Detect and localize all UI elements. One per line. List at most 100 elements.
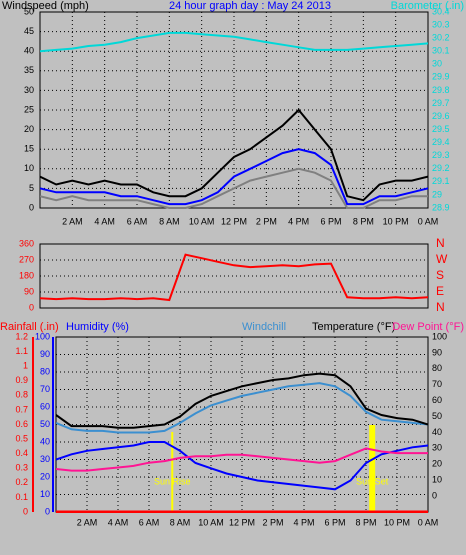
y3-tick-label: 0.3	[15, 463, 28, 473]
x-tick-label: 6 PM	[320, 216, 341, 226]
y-tick-label: 60	[40, 401, 50, 411]
y2-tick-label: 40	[432, 427, 442, 437]
y3-tick-label: 0.5	[15, 433, 28, 443]
y-tick-label: 5	[29, 183, 34, 193]
x-tick-label: 4 PM	[293, 517, 314, 527]
y-tick-label: 30	[40, 454, 50, 464]
y2-tick-label: 70	[432, 379, 442, 389]
x-tick-label: 2 PM	[256, 216, 277, 226]
x-tick-label: 10 PM	[384, 517, 410, 527]
y3-tick-label: 0.4	[15, 448, 28, 458]
y2-tick-label: 29.1	[432, 176, 450, 186]
y2-axis-label: Barometer (.in)	[391, 0, 464, 12]
y-tick-label: 90	[40, 349, 50, 359]
y-tick-label: 0	[29, 302, 34, 312]
y-tick-label: 100	[35, 331, 50, 341]
sun-marker	[171, 432, 174, 512]
series-line	[56, 372, 428, 429]
y-tick-label: 45	[24, 26, 34, 36]
y-tick-label: 25	[24, 104, 34, 114]
chart-title: 24 hour graph day : May 24 2013	[169, 0, 331, 12]
y3-tick-label: 0.6	[15, 419, 28, 429]
x-tick-label: 10 AM	[189, 216, 215, 226]
y2-tick-label: W	[436, 252, 448, 266]
y3-tick-label: 0.9	[15, 375, 28, 385]
x-tick-label: 10 AM	[198, 517, 224, 527]
y3-tick-label: 1.2	[15, 331, 28, 341]
y2-tick-label: 30.3	[432, 19, 450, 29]
y2-tick-label: 30.4	[432, 6, 450, 16]
y2-tick-label: 0	[432, 490, 437, 500]
y2-tick-label: 30.2	[432, 33, 450, 43]
x-tick-label: 6 AM	[127, 216, 148, 226]
series-line	[56, 441, 428, 491]
y2-tick-label: 29.9	[432, 72, 450, 82]
x-tick-label: 10 PM	[383, 216, 409, 226]
x-tick-label: 4 PM	[288, 216, 309, 226]
annotation: Sun Rise	[154, 476, 191, 486]
y-tick-label: 40	[40, 436, 50, 446]
y2-tick-label: 10	[432, 475, 442, 485]
y-tick-label: 40	[24, 46, 34, 56]
y-tick-label: 30	[24, 85, 34, 95]
y2-tick-label: 80	[432, 363, 442, 373]
series-line	[40, 108, 428, 202]
y-axis-label: Windspeed (mph)	[2, 0, 89, 12]
x-tick-label: 8 AM	[159, 216, 180, 226]
x-tick-label: 0 AM	[418, 216, 439, 226]
y-tick-label: 0	[29, 202, 34, 212]
series-label: Windchill	[242, 321, 286, 333]
series-label: Temperature (°F)	[312, 321, 395, 333]
series-label: Dew Point (°F)	[392, 321, 464, 333]
sun-marker	[369, 425, 376, 512]
x-tick-label: 4 AM	[108, 517, 129, 527]
y-tick-label: 10	[40, 489, 50, 499]
y3-tick-label: 0.1	[15, 492, 28, 502]
y2-tick-label: 29.2	[432, 163, 450, 173]
series-label: Humidity (%)	[66, 321, 129, 333]
y2-tick-label: E	[436, 284, 444, 298]
x-tick-label: 2 AM	[62, 216, 83, 226]
y-tick-label: 20	[24, 124, 34, 134]
series-line	[40, 167, 428, 209]
y3-tick-label: 0.8	[15, 390, 28, 400]
y-tick-label: 15	[24, 144, 34, 154]
x-tick-label: 0 AM	[418, 517, 439, 527]
y-tick-label: 35	[24, 65, 34, 75]
y3-tick-label: 0	[23, 506, 28, 516]
x-tick-label: 12 PM	[221, 216, 247, 226]
series-label: Rainfall (.in)	[0, 321, 59, 333]
y-tick-label: 0	[45, 506, 50, 516]
y2-tick-label: N	[436, 300, 445, 314]
y2-tick-label: 29	[432, 189, 442, 199]
y-tick-label: 10	[24, 163, 34, 173]
y2-tick-label: N	[436, 236, 445, 250]
y2-tick-label: 100	[432, 331, 447, 341]
y3-tick-label: 0.7	[15, 404, 28, 414]
series-line	[40, 148, 428, 206]
y2-tick-label: 29.7	[432, 98, 450, 108]
x-tick-label: 2 PM	[262, 517, 283, 527]
x-tick-label: 12 PM	[229, 517, 255, 527]
y-tick-label: 20	[40, 471, 50, 481]
y3-tick-label: 1	[23, 361, 28, 371]
y-tick-label: 80	[40, 366, 50, 376]
y2-tick-label: 29.4	[432, 137, 450, 147]
y-tick-label: 50	[24, 6, 34, 16]
y2-tick-label: 28.9	[432, 202, 450, 212]
y2-tick-label: S	[436, 268, 444, 282]
y2-tick-label: 30	[432, 59, 442, 69]
annotation: Sun Set	[356, 476, 389, 486]
y2-tick-label: 60	[432, 395, 442, 405]
x-tick-label: 4 AM	[94, 216, 115, 226]
y2-tick-label: 29.8	[432, 85, 450, 95]
series-line	[56, 382, 428, 434]
y2-tick-label: 30	[432, 443, 442, 453]
series-line	[40, 253, 428, 302]
y2-tick-label: 29.3	[432, 150, 450, 160]
y2-tick-label: 50	[432, 411, 442, 421]
y2-tick-label: 90	[432, 347, 442, 357]
x-tick-label: 8 PM	[355, 517, 376, 527]
x-tick-label: 6 AM	[139, 517, 160, 527]
